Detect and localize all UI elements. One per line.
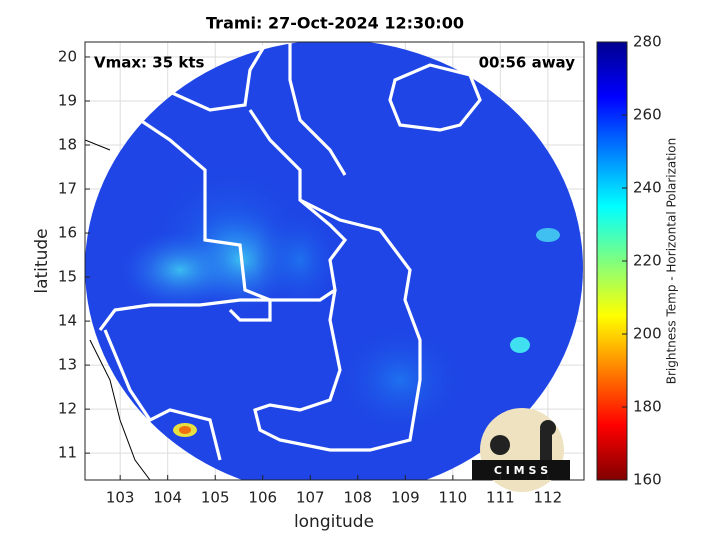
y-tick-label: 14 bbox=[58, 312, 77, 330]
colorbar-tick-label: 160 bbox=[633, 471, 662, 489]
x-tick-label: 112 bbox=[534, 489, 563, 507]
x-tick-label: 110 bbox=[439, 489, 468, 507]
colorbar-tick-label: 200 bbox=[633, 325, 662, 343]
x-tick-label: 107 bbox=[296, 489, 325, 507]
logo-text: C I M S S bbox=[494, 464, 548, 477]
x-tick-label: 104 bbox=[153, 489, 182, 507]
satellite-image bbox=[85, 42, 583, 480]
logo: C I M S S bbox=[472, 408, 570, 492]
y-tick-label: 13 bbox=[58, 356, 77, 374]
y-tick-label: 11 bbox=[58, 444, 77, 462]
colorbar-tick-label: 280 bbox=[633, 33, 662, 51]
x-tick-label: 106 bbox=[248, 489, 277, 507]
colorbar-tick-label: 220 bbox=[633, 252, 662, 270]
chart-title: Trami: 27-Oct-2024 12:30:00 bbox=[206, 14, 464, 33]
plot-frame bbox=[84, 41, 585, 481]
x-axis-label: longitude bbox=[294, 512, 374, 532]
y-tick-label: 16 bbox=[58, 224, 77, 242]
colorbar-label: Brightness Temp - Horizontal Polarizatio… bbox=[665, 138, 679, 385]
colorbar-tick-label: 240 bbox=[633, 179, 662, 197]
colorbar-tick-label: 180 bbox=[633, 398, 662, 416]
y-tick-label: 18 bbox=[58, 136, 77, 154]
x-tick-label: 111 bbox=[486, 489, 515, 507]
x-tick-label: 108 bbox=[343, 489, 372, 507]
x-tick-label: 103 bbox=[106, 489, 135, 507]
y-tick-label: 12 bbox=[58, 400, 77, 418]
colorbar-tick-label: 260 bbox=[633, 106, 662, 124]
annotation: 00:56 away bbox=[479, 54, 576, 72]
annotation: Vmax: 35 kts bbox=[94, 54, 204, 72]
x-tick-label: 109 bbox=[391, 489, 420, 507]
x-tick-label: 105 bbox=[201, 489, 230, 507]
y-tick-label: 17 bbox=[58, 180, 77, 198]
y-tick-label: 20 bbox=[58, 47, 77, 65]
y-axis-label: latitude bbox=[32, 228, 52, 293]
y-tick-label: 19 bbox=[58, 91, 77, 109]
y-tick-label: 15 bbox=[58, 268, 77, 286]
